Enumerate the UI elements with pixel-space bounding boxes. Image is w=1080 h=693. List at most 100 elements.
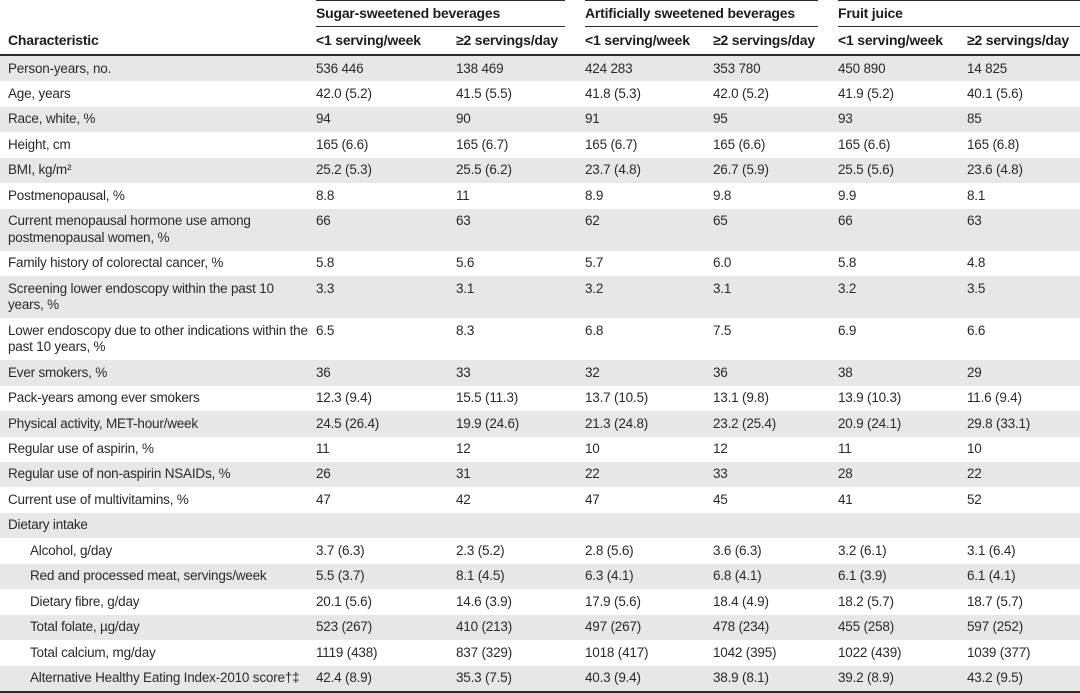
characteristic-column-header: Characteristic	[0, 0, 316, 56]
column-header-asb-lt1: <1 serving/week	[585, 27, 713, 56]
cell-value: 11.6 (9.4)	[967, 390, 1022, 406]
cell-value: 3.2 (6.1)	[838, 542, 887, 558]
table-row: Postmenopausal, % 8.8 11 8.9 9.8 9.9 8.1	[0, 183, 1080, 208]
row-label: Regular use of non-aspirin NSAIDs, %	[8, 466, 231, 482]
cell-value: 8.1	[967, 187, 986, 203]
cell-value: 3.6 (6.3)	[713, 542, 762, 558]
cell-value: 20.9 (24.1)	[838, 415, 902, 431]
cell-value: 42.0 (5.2)	[316, 85, 372, 101]
cell-value: 47	[316, 491, 331, 507]
cell-value: 41.8 (5.3)	[585, 85, 641, 101]
row-label: Physical activity, MET-hour/week	[8, 415, 198, 431]
cell-value: 8.3	[456, 322, 475, 338]
group-header-artificially-sweetened: Artificially sweetened beverages	[585, 0, 838, 27]
row-label: Alternative Healthy Eating Index-2010 sc…	[30, 670, 300, 686]
row-label: Postmenopausal, %	[8, 187, 125, 203]
cell-value: 25.2 (5.3)	[316, 162, 372, 178]
cell-value: 5.8	[838, 255, 857, 271]
cell-value: 14.6 (3.9)	[456, 593, 512, 609]
table-row: Alternative Healthy Eating Index-2010 sc…	[0, 665, 1080, 693]
column-header-asb-ge2: ≥2 servings/day	[713, 27, 838, 56]
cell-value: 47	[585, 491, 600, 507]
cell-value: 19.9 (24.6)	[456, 415, 520, 431]
cell-value: 4.8	[967, 255, 986, 271]
table-row: Physical activity, MET-hour/week 24.5 (26…	[0, 411, 1080, 437]
cell-value: 6.1 (4.1)	[967, 568, 1016, 584]
table-row: Ever smokers, % 36 33 32 36 38 29	[0, 360, 1080, 386]
table-row: Person-years, no. 536 446 138 469 424 283 35…	[0, 55, 1080, 82]
cell-value	[838, 513, 967, 538]
cell-value: 3.2	[585, 280, 604, 296]
cell-value: 17.9 (5.6)	[585, 593, 641, 609]
cell-value: 9.9	[838, 187, 857, 203]
cell-value: 18.2 (5.7)	[838, 593, 894, 609]
cell-value: 24.5 (26.4)	[316, 415, 380, 431]
cell-value: 8.8	[316, 187, 335, 203]
cell-value: 22	[967, 466, 982, 482]
cell-value: 5.7	[585, 255, 604, 271]
cell-value: 10	[967, 441, 982, 456]
cell-value: 11	[316, 441, 330, 456]
cell-value: 85	[967, 111, 982, 127]
row-label: Current menopausal hormone use among pos…	[8, 213, 251, 245]
cell-value: 10	[585, 441, 600, 456]
cell-value: 43.2 (9.5)	[967, 670, 1023, 686]
cell-value: 13.1 (9.8)	[713, 390, 769, 406]
cell-value: 95	[713, 111, 728, 127]
cell-value	[967, 513, 1080, 538]
cell-value: 165 (6.6)	[713, 136, 766, 152]
table-row: Height, cm 165 (6.6) 165 (6.7) 165 (6.7) 165…	[0, 132, 1080, 157]
cell-value: 40.1 (5.6)	[967, 85, 1023, 101]
cell-value: 6.1 (3.9)	[838, 568, 887, 584]
table-row: Regular use of non-aspirin NSAIDs, % 26 31…	[0, 461, 1080, 488]
table-row: Regular use of aspirin, % 11 12 10 12 11 10	[0, 437, 1080, 462]
cell-value: 12	[713, 441, 728, 456]
cell-value: 23.2 (25.4)	[713, 415, 777, 431]
cell-value: 18.7 (5.7)	[967, 593, 1023, 609]
cell-value: 22	[585, 466, 600, 482]
group-label: Sugar-sweetened beverages	[316, 0, 565, 27]
cell-value: 13.7 (10.5)	[585, 390, 649, 406]
cell-value: 38.9 (8.1)	[713, 670, 769, 686]
table-row: Family history of colorectal cancer, % 5.…	[0, 251, 1080, 276]
cell-value: 6.0	[713, 255, 732, 271]
cell-value: 8.9	[585, 187, 604, 203]
group-label: Fruit juice	[838, 0, 1080, 27]
cell-value: 41	[838, 491, 853, 507]
cell-value: 536 446	[316, 60, 364, 76]
table-row: Current use of multivitamins, % 47 42 47 45 4…	[0, 487, 1080, 512]
cell-value: 1119 (438)	[316, 644, 378, 660]
cell-value: 52	[967, 491, 982, 507]
cell-value: 138 469	[456, 60, 504, 76]
cell-value: 497 (267)	[585, 619, 641, 635]
cell-value: 63	[967, 213, 982, 229]
row-label: Total calcium, mg/day	[30, 644, 156, 660]
cell-value: 5.8	[316, 255, 335, 271]
cell-value: 11	[456, 187, 470, 203]
column-header-fj-ge2: ≥2 servings/day	[967, 27, 1080, 56]
cell-value: 837 (329)	[456, 644, 512, 660]
table-row: Pack-years among ever smokers 12.3 (9.4) 1…	[0, 386, 1080, 411]
cell-value: 32	[585, 364, 600, 380]
cell-value: 8.1 (4.5)	[456, 568, 505, 584]
column-header-ssb-ge2: ≥2 servings/day	[456, 27, 585, 56]
cell-value: 90	[456, 111, 471, 127]
cell-value: 6.5	[316, 322, 335, 338]
cell-value: 33	[456, 364, 471, 380]
cell-value: 31	[456, 466, 471, 482]
cell-value: 20.1 (5.6)	[316, 593, 372, 609]
cell-value: 29.8 (33.1)	[967, 415, 1031, 431]
group-header-sugar-sweetened: Sugar-sweetened beverages	[316, 0, 585, 27]
column-header-row: <1 serving/week ≥2 servings/day <1 servi…	[0, 27, 1080, 56]
group-header-fruit-juice: Fruit juice	[838, 0, 1080, 27]
table-row: Dietary fibre, g/day 20.1 (5.6) 14.6 (3.9)…	[0, 589, 1080, 614]
cell-value: 36	[316, 364, 331, 380]
cell-value: 26	[316, 466, 331, 482]
cell-value: 1022 (439)	[838, 644, 902, 660]
cell-value: 3.5	[967, 280, 986, 296]
cell-value: 2.8 (5.6)	[585, 542, 634, 558]
row-label: Person-years, no.	[8, 60, 112, 76]
cell-value: 42.4 (8.9)	[316, 670, 372, 686]
cell-value: 5.5 (3.7)	[316, 568, 365, 584]
row-label: Alcohol, g/day	[30, 542, 113, 558]
